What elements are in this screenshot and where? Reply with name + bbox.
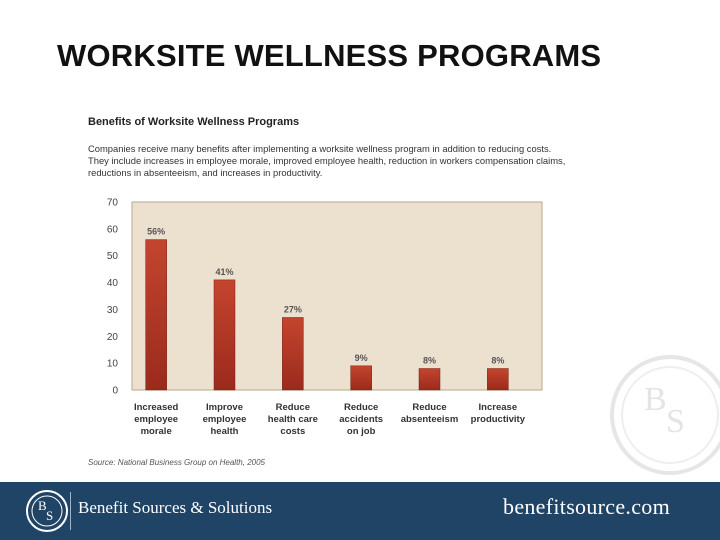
footer-separator (70, 492, 71, 530)
data-label: 56% (147, 227, 165, 237)
y-tick-label: 10 (107, 359, 119, 370)
watermark-logo: B S (610, 355, 720, 475)
x-tick-label: morale (141, 426, 172, 437)
data-label: 27% (284, 304, 302, 314)
chart-title: Benefits of Worksite Wellness Programs (88, 116, 300, 128)
data-label: 8% (491, 356, 504, 366)
bar (350, 365, 372, 391)
bar (282, 317, 304, 391)
x-tick-label: productivity (471, 414, 526, 425)
x-tick-label: absenteeism (401, 414, 459, 425)
x-tick-label: employee (134, 414, 178, 425)
bar (487, 368, 509, 391)
bar (213, 279, 236, 391)
x-tick-label: Increase (479, 402, 518, 413)
y-tick-label: 60 (107, 224, 119, 235)
x-tick-label: Increased (134, 402, 179, 413)
x-tick-label: Reduce (276, 402, 310, 413)
y-tick-label: 30 (107, 305, 119, 316)
x-tick-label: health care (268, 414, 318, 425)
svg-text:B: B (38, 498, 47, 513)
x-tick-label: Reduce (344, 402, 378, 413)
bar-chart: 01020304050607056%Increasedemployeemoral… (107, 198, 543, 437)
x-tick-label: Reduce (412, 402, 446, 413)
y-tick-label: 50 (107, 251, 119, 262)
data-label: 41% (215, 267, 233, 277)
company-name: Benefit Sources & Solutions (78, 498, 273, 517)
x-tick-label: accidents (339, 414, 383, 425)
x-tick-label: on job (347, 426, 376, 437)
svg-text:S: S (666, 403, 685, 440)
svg-text:S: S (46, 508, 53, 523)
website-link[interactable]: benefitsource.com (503, 494, 670, 519)
data-label: 9% (355, 353, 368, 363)
chart-figure: Benefits of Worksite Wellness Programs C… (86, 112, 566, 470)
chart-source: Source: National Business Group on Healt… (88, 458, 265, 467)
bar (418, 368, 441, 391)
svg-text:B: B (644, 381, 667, 418)
bar (145, 239, 167, 391)
data-label: 8% (423, 356, 436, 366)
plot-area (131, 201, 543, 391)
x-tick-label: costs (280, 426, 305, 437)
y-tick-label: 40 (107, 278, 119, 289)
y-tick-label: 70 (107, 198, 119, 209)
y-tick-label: 0 (112, 386, 118, 397)
x-tick-label: health (211, 426, 239, 437)
y-tick-label: 20 (107, 332, 119, 343)
x-tick-label: Improve (206, 402, 243, 413)
chart-description: Companies receive many benefits after im… (88, 143, 566, 178)
x-tick-label: employee (203, 414, 247, 425)
company-logo: B S (26, 490, 68, 532)
footer-bar: B S Benefit Sources & Solutions benefits… (0, 482, 720, 540)
slide-title: WORKSITE WELLNESS PROGRAMS (57, 38, 602, 73)
